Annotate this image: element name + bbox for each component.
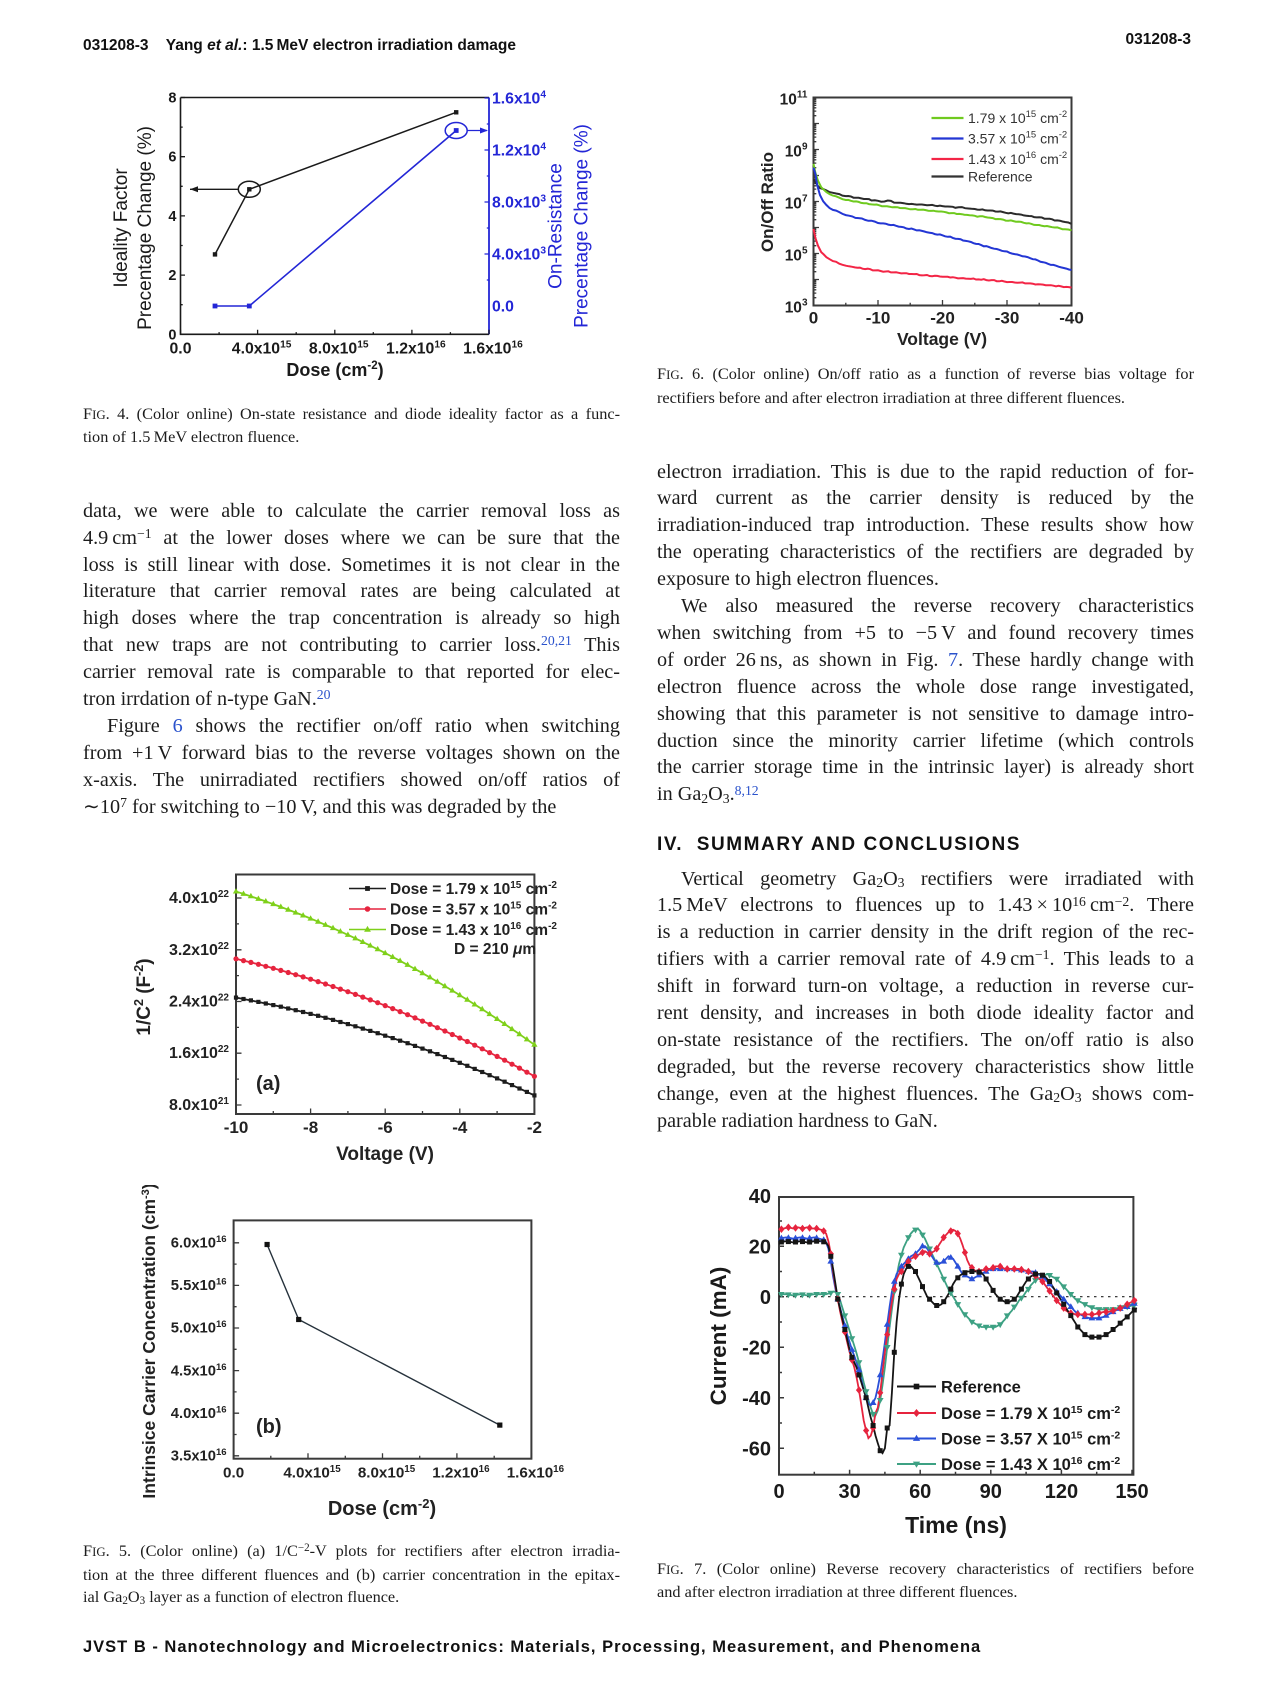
svg-text:1.6x1022: 1.6x1022 xyxy=(169,1044,229,1062)
svg-text:1011: 1011 xyxy=(780,90,808,109)
svg-text:5.5x1016: 5.5x1016 xyxy=(171,1277,227,1295)
svg-text:-8: -8 xyxy=(303,1118,318,1137)
svg-text:1.2x104: 1.2x104 xyxy=(492,142,546,160)
svg-text:1.6x1016: 1.6x1016 xyxy=(507,1464,565,1482)
svg-text:150: 150 xyxy=(1115,1481,1148,1503)
svg-text:-4: -4 xyxy=(452,1118,468,1137)
svg-text:6: 6 xyxy=(168,150,176,166)
svg-text:Dose (cm-2): Dose (cm-2) xyxy=(328,1496,436,1520)
svg-text:90: 90 xyxy=(980,1481,1002,1503)
svg-text:6.0x1016: 6.0x1016 xyxy=(171,1234,227,1252)
svg-text:-30: -30 xyxy=(995,309,1020,328)
svg-text:0: 0 xyxy=(168,327,176,343)
svg-text:Voltage (V): Voltage (V) xyxy=(897,329,987,349)
svg-text:3.2x1022: 3.2x1022 xyxy=(169,941,229,959)
svg-text:20: 20 xyxy=(749,1236,771,1258)
svg-text:Time (ns): Time (ns) xyxy=(905,1512,1007,1538)
svg-text:8.0x1021: 8.0x1021 xyxy=(169,1096,229,1114)
svg-text:Reference: Reference xyxy=(941,1379,1021,1397)
svg-text:-40: -40 xyxy=(742,1388,771,1410)
svg-text:-20: -20 xyxy=(930,309,955,328)
svg-text:(a): (a) xyxy=(256,1073,280,1095)
svg-text:109: 109 xyxy=(785,142,808,161)
svg-text:-20: -20 xyxy=(742,1337,771,1359)
svg-text:Dose (cm-2): Dose (cm-2) xyxy=(286,360,383,380)
svg-text:4.0x1015: 4.0x1015 xyxy=(232,340,292,358)
svg-text:Dose = 1.43 X 1016 cm-2: Dose = 1.43 X 1016 cm-2 xyxy=(941,1455,1120,1474)
svg-text:-10: -10 xyxy=(866,309,891,328)
svg-text:103: 103 xyxy=(785,298,808,317)
svg-text:0.0: 0.0 xyxy=(170,341,192,358)
svg-text:30: 30 xyxy=(838,1481,860,1503)
svg-text:On/Off Ratio: On/Off Ratio xyxy=(758,152,777,252)
svg-text:1.2x1016: 1.2x1016 xyxy=(432,1464,490,1482)
svg-text:1.79 x 1015 cm-2: 1.79 x 1015 cm-2 xyxy=(968,109,1067,126)
svg-text:0.0: 0.0 xyxy=(223,1465,244,1482)
svg-text:1.6x104: 1.6x104 xyxy=(492,90,546,108)
svg-text:8: 8 xyxy=(168,91,176,107)
svg-text:(b): (b) xyxy=(256,1416,282,1438)
svg-text:4.0x1016: 4.0x1016 xyxy=(171,1404,227,1422)
svg-text:Ideality Factor: Ideality Factor xyxy=(111,168,132,288)
svg-text:4: 4 xyxy=(168,209,176,225)
svg-text:2.4x1022: 2.4x1022 xyxy=(169,993,229,1011)
svg-text:4.5x1016: 4.5x1016 xyxy=(171,1362,227,1380)
svg-text:0: 0 xyxy=(809,309,818,328)
svg-text:-40: -40 xyxy=(1059,309,1084,328)
svg-text:105: 105 xyxy=(785,246,808,265)
svg-text:8.0x1015: 8.0x1015 xyxy=(358,1464,416,1482)
svg-text:Dose = 1.79 x 1015 cm-2: Dose = 1.79 x 1015 cm-2 xyxy=(390,880,557,898)
svg-text:Intrinsice Carrier Concentrati: Intrinsice Carrier Concentration (cm-3) xyxy=(139,1185,159,1499)
svg-text:Current (mA): Current (mA) xyxy=(706,1267,731,1406)
svg-text:5.0x1016: 5.0x1016 xyxy=(171,1319,227,1337)
svg-text:Dose = 1.79 X 1015 cm-2: Dose = 1.79 X 1015 cm-2 xyxy=(941,1404,1120,1423)
svg-text:Dose = 3.57 X 1015 cm-2: Dose = 3.57 X 1015 cm-2 xyxy=(941,1430,1120,1449)
svg-text:8.0x1015: 8.0x1015 xyxy=(309,340,369,358)
svg-text:Precentage Change (%): Precentage Change (%) xyxy=(572,124,593,328)
svg-text:-60: -60 xyxy=(742,1438,771,1460)
svg-text:3.57 x 1015 cm-2: 3.57 x 1015 cm-2 xyxy=(968,130,1067,147)
svg-text:Reference: Reference xyxy=(968,169,1033,185)
svg-text:4.0x1015: 4.0x1015 xyxy=(283,1464,341,1482)
svg-text:-6: -6 xyxy=(378,1118,393,1137)
svg-text:On-Resistance: On-Resistance xyxy=(546,163,567,289)
svg-text:Precentage Change (%): Precentage Change (%) xyxy=(135,126,156,330)
svg-text:0: 0 xyxy=(773,1481,784,1503)
svg-text:Dose = 1.43 x 1016 cm-2: Dose = 1.43 x 1016 cm-2 xyxy=(390,921,557,939)
svg-text:4.0x1022: 4.0x1022 xyxy=(169,889,229,907)
svg-text:107: 107 xyxy=(785,194,808,213)
svg-text:-10: -10 xyxy=(224,1118,249,1137)
svg-text:2: 2 xyxy=(168,268,176,284)
svg-text:4.0x103: 4.0x103 xyxy=(492,246,546,264)
svg-text:Dose = 3.57 x 1015 cm-2: Dose = 3.57 x 1015 cm-2 xyxy=(390,901,557,919)
svg-text:0: 0 xyxy=(760,1287,771,1309)
svg-text:0.0: 0.0 xyxy=(492,299,514,316)
svg-text:60: 60 xyxy=(909,1481,931,1503)
svg-text:1.43 x 1016 cm-2: 1.43 x 1016 cm-2 xyxy=(968,150,1067,167)
svg-text:120: 120 xyxy=(1045,1481,1078,1503)
svg-text:40: 40 xyxy=(749,1186,771,1208)
svg-text:1.6x1016: 1.6x1016 xyxy=(463,340,523,358)
svg-text:Voltage (V): Voltage (V) xyxy=(336,1144,434,1165)
svg-text:1.2x1016: 1.2x1016 xyxy=(386,340,446,358)
svg-text:1/C2 (F-2): 1/C2 (F-2) xyxy=(132,958,155,1035)
svg-text:-2: -2 xyxy=(527,1118,542,1137)
svg-text:3.5x1016: 3.5x1016 xyxy=(171,1447,227,1465)
svg-text:D = 210 μm: D = 210 μm xyxy=(454,941,536,958)
svg-text:8.0x103: 8.0x103 xyxy=(492,194,546,212)
